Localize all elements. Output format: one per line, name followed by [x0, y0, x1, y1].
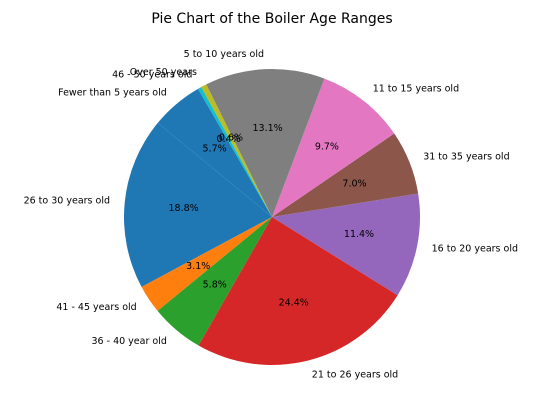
slice-label-36-40-year-old: 36 - 40 year old	[92, 336, 167, 347]
pie-slice-fewer-than-5-years-old	[157, 88, 272, 217]
pie-slice-31-to-35-years-old	[272, 133, 419, 217]
slice-label-5-to-10-years-old: 5 to 10 years old	[184, 49, 264, 60]
pie-slice-21-to-26-years-old	[198, 217, 398, 365]
slice-label-26-to-30-years-old: 26 to 30 years old	[24, 196, 110, 207]
slice-label-fewer-than-5-years-old: Fewer than 5 years old	[58, 87, 167, 98]
slice-percent-46-50-years-old: 0.4%	[217, 134, 241, 145]
slice-label-31-to-35-years-old: 31 to 35 years old	[423, 151, 509, 162]
pie-slice-16-to-20-years-old	[272, 193, 421, 296]
pie-slices	[124, 68, 421, 365]
slice-percent-26-to-30-years-old: 18.8%	[169, 203, 199, 214]
slice-percent-36-40-year-old: 5.8%	[203, 279, 227, 290]
slice-label-16-to-20-years-old: 16 to 20 years old	[432, 244, 518, 255]
slice-percent-fewer-than-5-years-old: 5.7%	[203, 144, 227, 155]
slice-label-11-to-15-years-old: 11 to 15 years old	[373, 84, 459, 95]
pie-slice-11-to-15-years-old	[272, 78, 395, 217]
pie-labels: Fewer than 5 years old 5.7% 26 to 30 years…	[24, 49, 518, 380]
pie-slice-46-50-years-old	[198, 87, 272, 217]
slice-percent-41-45-years-old: 3.1%	[186, 261, 210, 272]
slice-label-over-50-years: Over 50 years	[130, 67, 197, 78]
slice-label-41-45-years-old: 41 - 45 years old	[56, 302, 136, 313]
pie-slice-over-50-years	[201, 84, 272, 218]
slice-percent-21-to-26-years-old: 24.4%	[279, 298, 309, 309]
chart-title: Pie Chart of the Boiler Age Ranges	[151, 11, 392, 27]
slice-label-46-50-years-old: 46 - 50 years old	[112, 70, 192, 81]
pie-slice-36-40-year-old	[157, 217, 272, 346]
slice-percent-31-to-35-years-old: 7.0%	[342, 179, 366, 190]
pie-slice-26-to-30-years-old	[124, 122, 272, 287]
slice-percent-5-to-10-years-old: 13.1%	[253, 123, 283, 134]
slice-percent-16-to-20-years-old: 11.4%	[344, 229, 374, 240]
pie-slice-41-45-years-old	[141, 217, 272, 311]
slice-percent-11-to-15-years-old: 9.7%	[315, 142, 339, 153]
pie-slice-5-to-10-years-old	[206, 68, 325, 217]
slice-percent-over-50-years: 0.6%	[219, 133, 243, 144]
slice-label-21-to-26-years-old: 21 to 26 years old	[312, 369, 398, 380]
